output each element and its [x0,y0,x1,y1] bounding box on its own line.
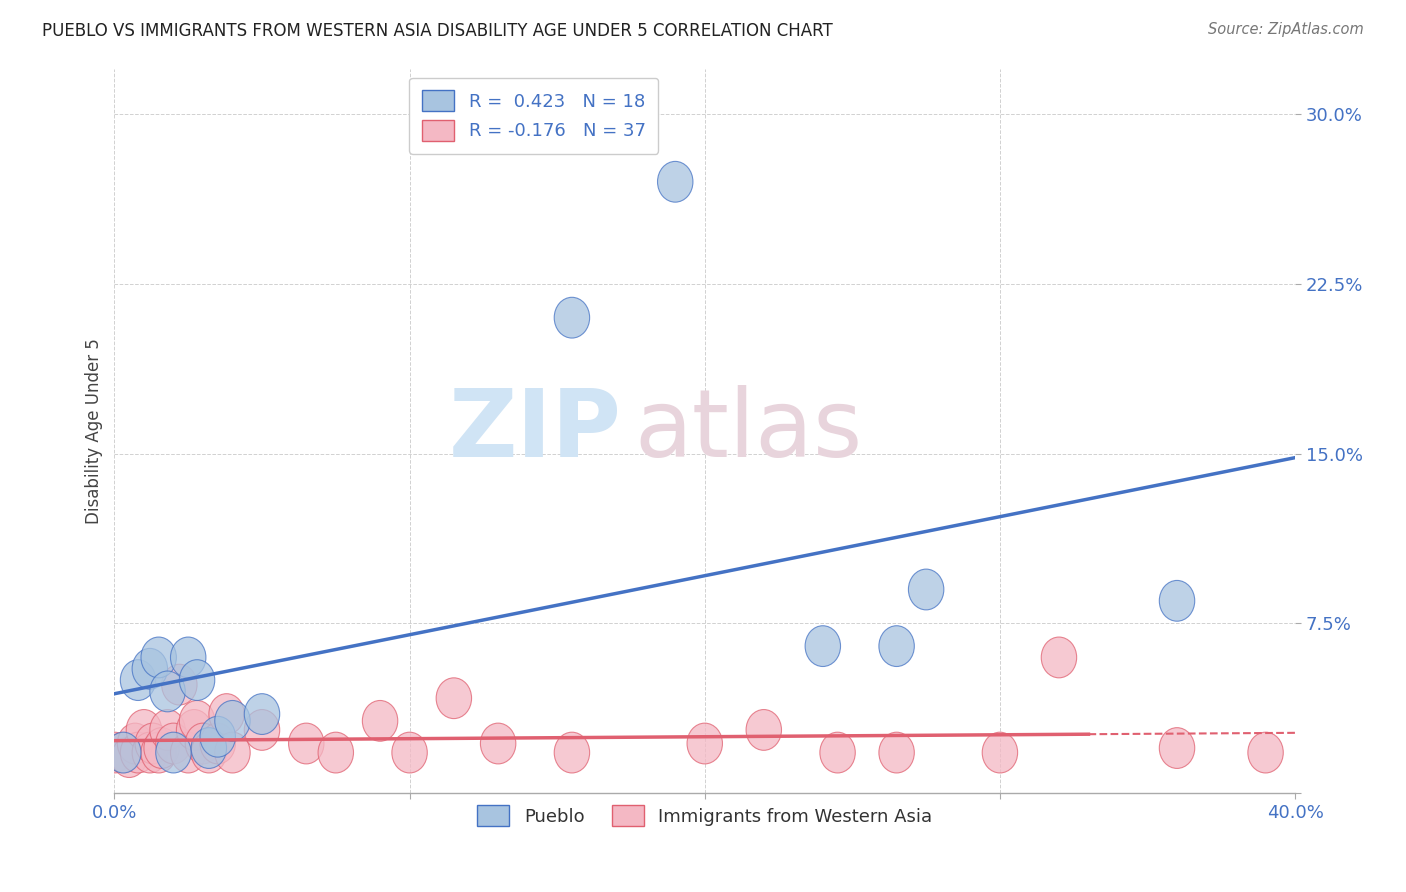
Ellipse shape [176,709,212,750]
Ellipse shape [392,732,427,773]
Ellipse shape [554,732,589,773]
Ellipse shape [121,732,156,773]
Ellipse shape [436,678,471,719]
Ellipse shape [318,732,353,773]
Ellipse shape [363,700,398,741]
Legend: Pueblo, Immigrants from Western Asia: Pueblo, Immigrants from Western Asia [468,797,942,835]
Text: atlas: atlas [634,385,862,477]
Ellipse shape [111,737,146,778]
Ellipse shape [658,161,693,202]
Ellipse shape [879,625,914,666]
Ellipse shape [191,728,226,768]
Ellipse shape [215,732,250,773]
Ellipse shape [170,637,205,678]
Ellipse shape [186,723,221,764]
Ellipse shape [156,723,191,764]
Ellipse shape [1160,728,1195,768]
Y-axis label: Disability Age Under 5: Disability Age Under 5 [86,338,103,524]
Ellipse shape [143,728,180,768]
Ellipse shape [908,569,943,610]
Ellipse shape [180,700,215,741]
Ellipse shape [180,660,215,700]
Ellipse shape [117,723,153,764]
Ellipse shape [1042,637,1077,678]
Ellipse shape [879,732,914,773]
Ellipse shape [288,723,323,764]
Ellipse shape [209,694,245,734]
Ellipse shape [150,709,186,750]
Ellipse shape [127,709,162,750]
Text: ZIP: ZIP [450,385,621,477]
Ellipse shape [132,648,167,690]
Ellipse shape [806,625,841,666]
Ellipse shape [554,297,589,338]
Ellipse shape [135,723,170,764]
Ellipse shape [105,732,141,773]
Ellipse shape [245,694,280,734]
Ellipse shape [105,732,141,773]
Ellipse shape [150,671,186,712]
Ellipse shape [1160,581,1195,621]
Ellipse shape [162,665,197,705]
Ellipse shape [156,732,191,773]
Ellipse shape [132,732,167,773]
Ellipse shape [191,732,226,773]
Ellipse shape [245,709,280,750]
Ellipse shape [141,637,176,678]
Ellipse shape [215,700,250,741]
Text: PUEBLO VS IMMIGRANTS FROM WESTERN ASIA DISABILITY AGE UNDER 5 CORRELATION CHART: PUEBLO VS IMMIGRANTS FROM WESTERN ASIA D… [42,22,832,40]
Ellipse shape [200,723,235,764]
Ellipse shape [481,723,516,764]
Ellipse shape [200,716,235,757]
Ellipse shape [688,723,723,764]
Ellipse shape [983,732,1018,773]
Ellipse shape [141,732,176,773]
Ellipse shape [1249,732,1284,773]
Ellipse shape [170,732,205,773]
Ellipse shape [97,732,132,773]
Ellipse shape [747,709,782,750]
Ellipse shape [121,660,156,700]
Ellipse shape [820,732,855,773]
Text: Source: ZipAtlas.com: Source: ZipAtlas.com [1208,22,1364,37]
